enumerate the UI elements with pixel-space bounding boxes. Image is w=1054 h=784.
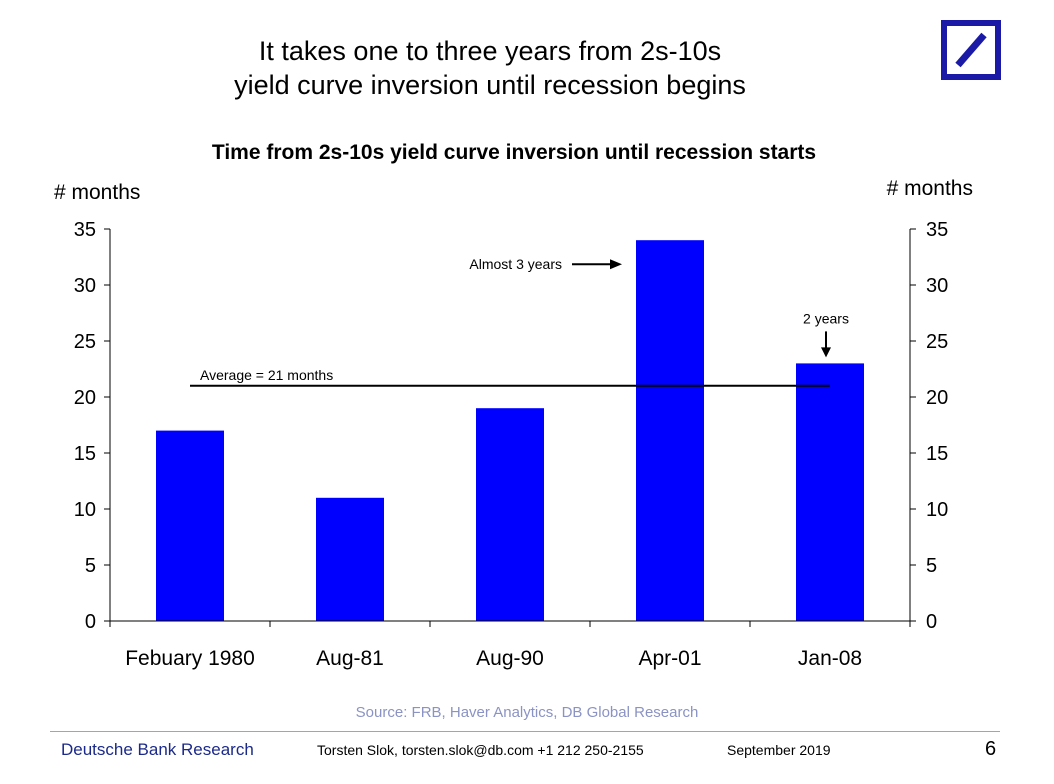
y-tick-label-left: 0 [85, 611, 96, 633]
y-tick-label-left: 15 [74, 443, 96, 465]
y-tick-label-left: 30 [74, 275, 96, 297]
y-tick-label-right: 10 [926, 499, 948, 521]
chart-title: Time from 2s-10s yield curve inversion u… [212, 141, 816, 164]
axes-layer [104, 228, 916, 627]
bar-aug-81 [316, 497, 384, 621]
x-tick-label: Apr-01 [638, 647, 701, 670]
annotation-almost-3-years: Almost 3 years [469, 256, 562, 272]
annotation-arrowhead [610, 259, 622, 270]
y-tick-label-right: 0 [926, 611, 937, 633]
bar-apr-01 [636, 240, 704, 621]
y-tick-label-right: 20 [926, 387, 948, 409]
bar-aug-90 [476, 408, 544, 621]
bar-febuary-1980 [156, 430, 224, 621]
y-axis-left-label: # months [54, 181, 140, 204]
footer-brand: Deutsche Bank Research [61, 740, 254, 759]
average-label: Average = 21 months [200, 367, 333, 383]
y-tick-label-left: 10 [74, 499, 96, 521]
source-note: Source: FRB, Haver Analytics, DB Global … [355, 704, 699, 721]
page-number: 6 [985, 738, 997, 760]
y-tick-label-right: 30 [926, 275, 948, 297]
y-tick-label-left: 5 [85, 555, 96, 577]
bars-layer [156, 240, 864, 621]
y-axis-right-label: # months [887, 177, 973, 200]
bar-jan-08 [796, 363, 864, 621]
x-tick-label: Jan-08 [798, 647, 862, 670]
footer-date: September 2019 [727, 742, 831, 758]
footer-author-contact: Torsten Slok, torsten.slok@db.com +1 212… [317, 742, 644, 758]
annotation-arrowhead [821, 347, 831, 358]
slide-title: It takes one to three years from 2s-10s … [150, 34, 830, 102]
slide-title-line-1: It takes one to three years from 2s-10s [258, 36, 722, 66]
footer-divider [50, 731, 1000, 732]
x-tick-label: Aug-81 [316, 647, 384, 670]
y-tick-label-left: 35 [74, 219, 96, 241]
y-tick-label-right: 5 [926, 555, 937, 577]
bar-chart: Time from 2s-10s yield curve inversion u… [54, 141, 973, 670]
y-tick-label-left: 20 [74, 387, 96, 409]
y-tick-label-left: 25 [74, 331, 96, 353]
deutsche-bank-logo-icon [941, 20, 1001, 80]
y-tick-label-right: 35 [926, 219, 948, 241]
annotations-layer: Average = 21 months Almost 3 years 2 years [190, 256, 849, 387]
y-tick-label-right: 25 [926, 331, 948, 353]
annotation-2-years: 2 years [803, 310, 849, 326]
x-tick-label: Febuary 1980 [125, 647, 255, 670]
labels-layer: 0 0 5 5 10 10 15 15 20 20 25 25 30 30 35 35 Febuary 1980… [74, 219, 949, 670]
slide-title-line-2: yield curve inversion until recession be… [234, 70, 746, 100]
y-tick-label-right: 15 [926, 443, 948, 465]
x-tick-label: Aug-90 [476, 647, 544, 670]
